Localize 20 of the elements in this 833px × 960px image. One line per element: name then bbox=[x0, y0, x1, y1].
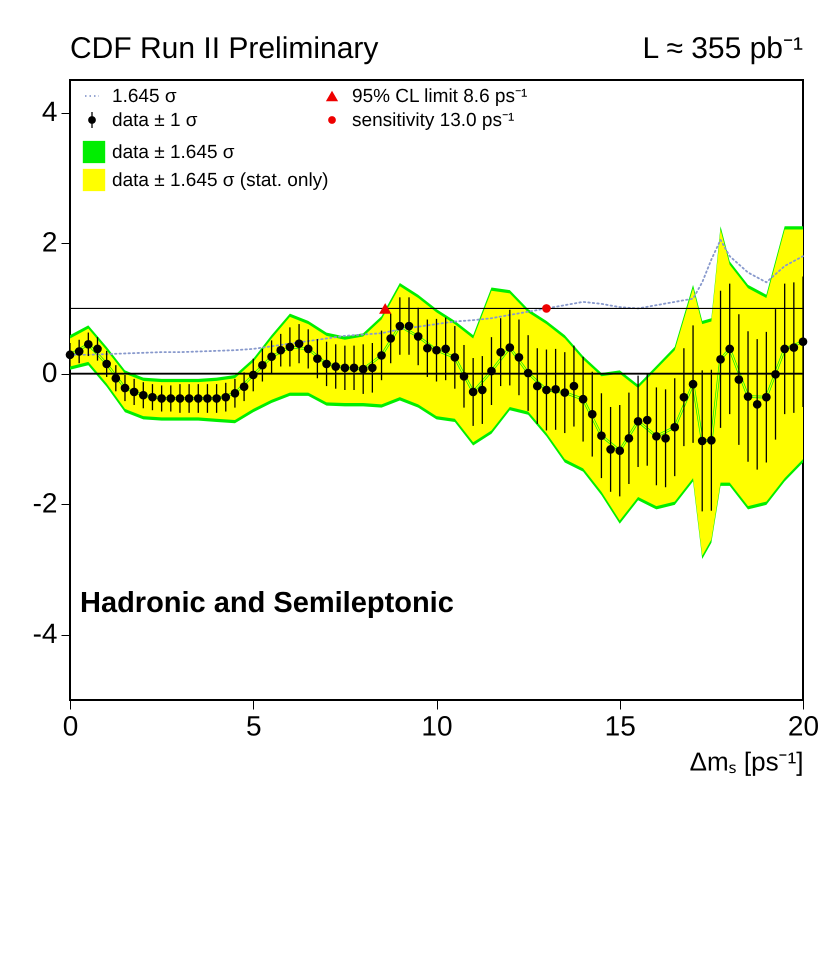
y-tick-label: -4 bbox=[32, 618, 58, 650]
y-tick-label: -2 bbox=[32, 488, 58, 519]
x-tick-label: 15 bbox=[604, 710, 636, 742]
chart-title: CDF Run II Preliminary bbox=[70, 32, 378, 65]
y-tick-label: 4 bbox=[42, 96, 58, 128]
legend-label: data ± 1.645 σ (stat. only) bbox=[112, 170, 328, 191]
chart-subtitle: L ≈ 355 pb⁻¹ bbox=[642, 32, 803, 65]
x-tick-label: 20 bbox=[788, 710, 820, 742]
legend-label: data ± 1 σ bbox=[112, 110, 198, 131]
x-tick-label: 10 bbox=[421, 710, 453, 742]
x-tick-label: 5 bbox=[246, 710, 262, 742]
legend-label: data ± 1.645 σ bbox=[112, 142, 235, 163]
y-tick-label: 2 bbox=[42, 226, 58, 258]
x-tick-label: 0 bbox=[62, 710, 78, 742]
legend-label: sensitivity 13.0 ps⁻¹ bbox=[352, 110, 514, 131]
legend-label: 95% CL limit 8.6 ps⁻¹ bbox=[352, 86, 528, 107]
legend-label: 1.645 σ bbox=[112, 86, 177, 107]
x-axis-title: Δmₛ [ps⁻¹] bbox=[690, 746, 804, 776]
annotation: Hadronic and Semileptonic bbox=[80, 587, 454, 619]
y-tick-label: 0 bbox=[42, 357, 58, 388]
